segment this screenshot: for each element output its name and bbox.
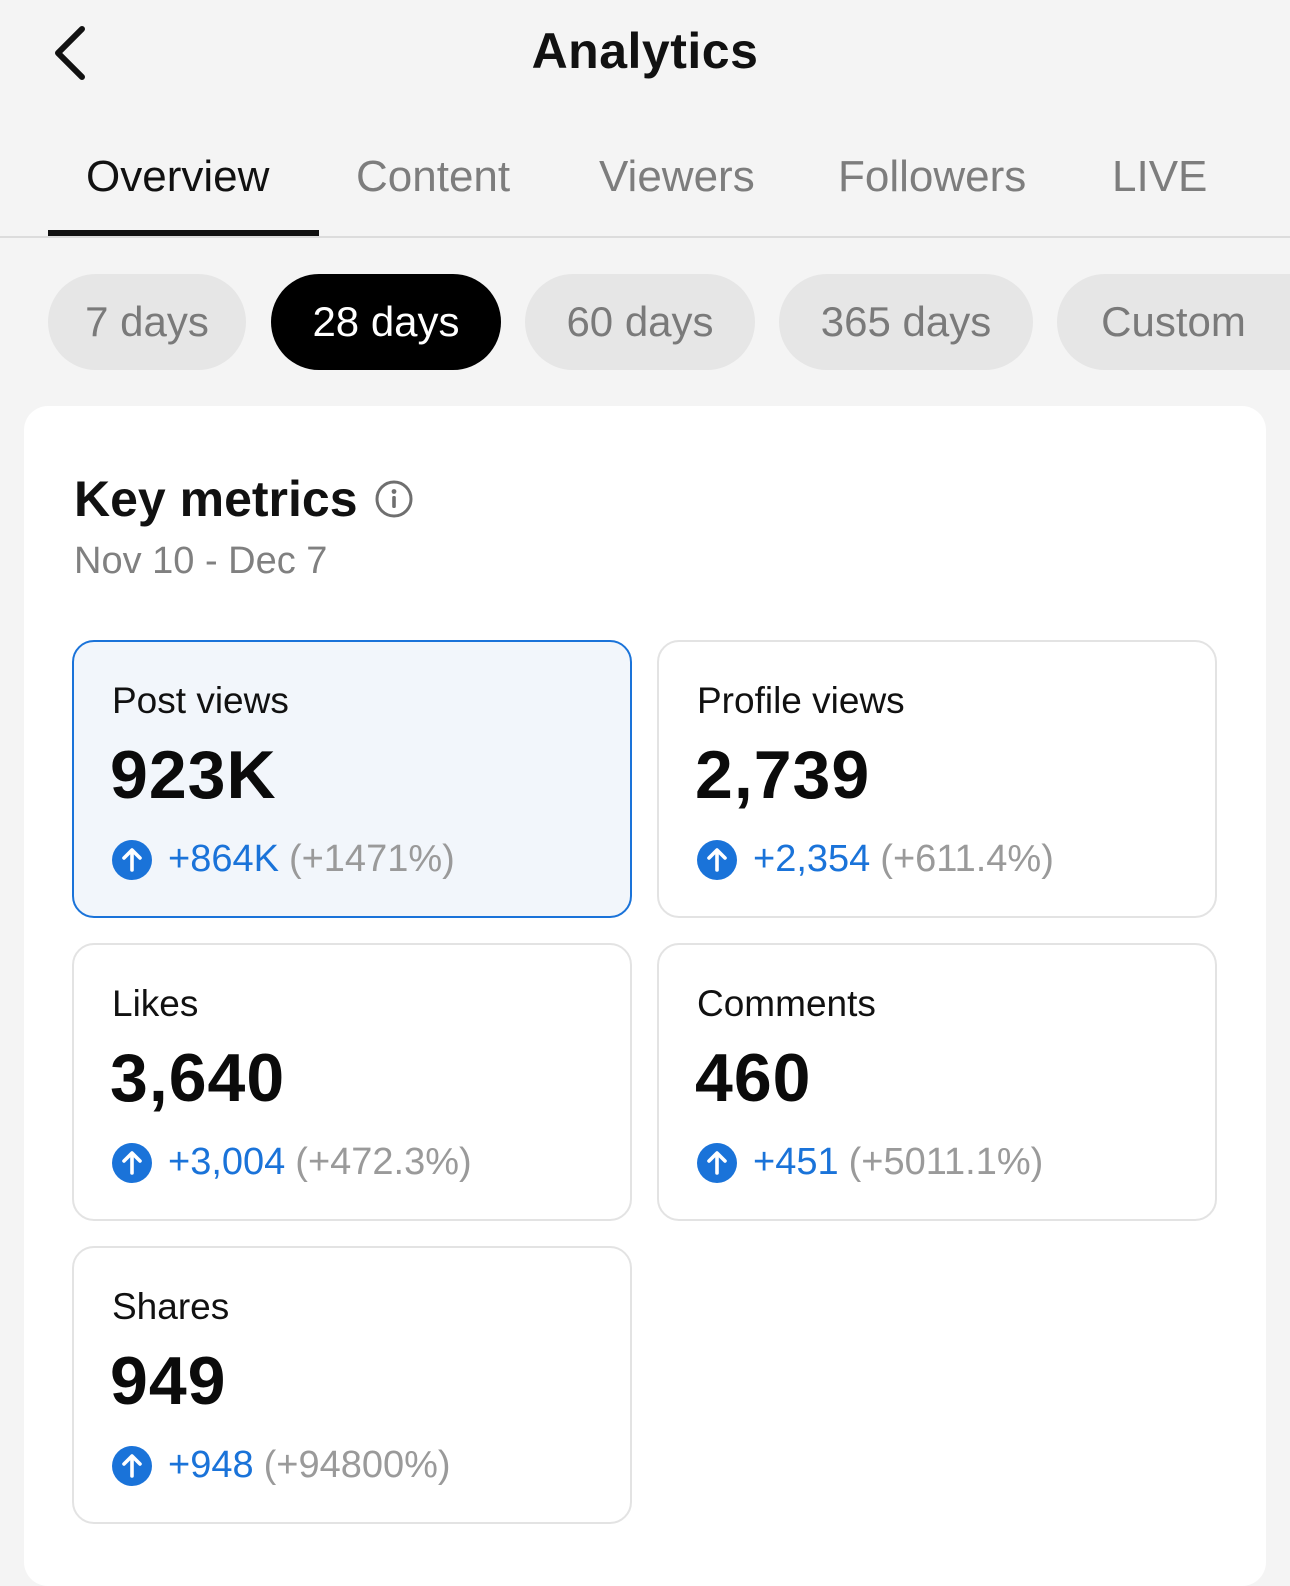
metric-card-comments[interactable]: Comments 460 +451 (+5011.1%) [657, 943, 1217, 1221]
header-bar: Analytics [0, 0, 1290, 110]
metric-delta: +451 [753, 1141, 839, 1183]
metric-label: Likes [112, 983, 199, 1024]
arrow-up-circle-icon [112, 839, 152, 880]
arrow-up-circle-icon [112, 1142, 152, 1183]
metric-card-profile-views[interactable]: Profile views 2,739 +2,354 (+611.4%) [657, 640, 1217, 918]
metric-value: 460 [695, 1040, 812, 1116]
key-metrics-title: Key metrics [74, 471, 358, 527]
metric-label: Shares [112, 1286, 230, 1327]
date-range-label: Nov 10 - Dec 7 [74, 540, 328, 582]
metric-percent: (+1471%) [288, 838, 455, 880]
metric-card-shares[interactable]: Shares 949 +948 (+94800%) [72, 1246, 632, 1524]
key-metrics-header: Key metrics [74, 470, 414, 528]
chevron-left-icon [55, 26, 85, 80]
date-range-selector: 7 days 28 days 60 days 365 days Custom [0, 274, 1290, 370]
metric-change: +948 (+94800%) [112, 1444, 451, 1487]
metric-change: +864K (+1471%) [112, 838, 455, 881]
metric-delta: +2,354 [753, 838, 871, 880]
page-title: Analytics [531, 23, 759, 79]
metric-value: 949 [110, 1343, 227, 1419]
tab-bar: Overview Content Viewers Followers LIVE [0, 130, 1290, 238]
chip-60-days[interactable]: 60 days [525, 274, 755, 370]
tab-followers[interactable]: Followers [838, 152, 1027, 201]
metric-value: 3,640 [110, 1040, 286, 1116]
metric-percent: (+5011.1%) [848, 1141, 1044, 1183]
metric-delta: +948 [168, 1444, 254, 1486]
metric-value: 2,739 [695, 737, 871, 813]
metric-value: 923K [110, 737, 277, 813]
back-button[interactable] [40, 18, 100, 88]
metric-percent: (+611.4%) [880, 838, 1054, 880]
metric-percent: (+472.3%) [295, 1141, 472, 1183]
chip-365-days[interactable]: 365 days [779, 274, 1033, 370]
arrow-up-circle-icon [112, 1445, 152, 1486]
metric-change: +2,354 (+611.4%) [697, 838, 1054, 881]
tab-viewers[interactable]: Viewers [599, 152, 755, 201]
metric-card-likes[interactable]: Likes 3,640 +3,004 (+472.3%) [72, 943, 632, 1221]
tab-content[interactable]: Content [356, 152, 511, 201]
arrow-up-circle-icon [697, 1142, 737, 1183]
metric-percent: (+94800%) [263, 1444, 451, 1486]
key-metrics-card: Key metrics Nov 10 - Dec 7 Post views 92… [24, 406, 1266, 1586]
chip-28-days[interactable]: 28 days [271, 274, 501, 370]
tab-live[interactable]: LIVE [1112, 152, 1208, 201]
info-icon[interactable] [374, 479, 414, 519]
tab-overview[interactable]: Overview [86, 152, 270, 201]
metric-label: Post views [112, 680, 289, 721]
chip-7-days[interactable]: 7 days [48, 274, 246, 370]
chip-custom[interactable]: Custom [1057, 274, 1290, 370]
metric-change: +3,004 (+472.3%) [112, 1141, 472, 1184]
active-tab-indicator [48, 230, 319, 236]
metric-label: Profile views [697, 680, 905, 721]
metric-card-post-views[interactable]: Post views 923K +864K (+1471%) [72, 640, 632, 918]
metric-change: +451 (+5011.1%) [697, 1141, 1043, 1184]
metric-delta: +3,004 [168, 1141, 286, 1183]
metric-label: Comments [697, 983, 876, 1024]
metric-delta: +864K [168, 838, 279, 880]
arrow-up-circle-icon [697, 839, 737, 880]
